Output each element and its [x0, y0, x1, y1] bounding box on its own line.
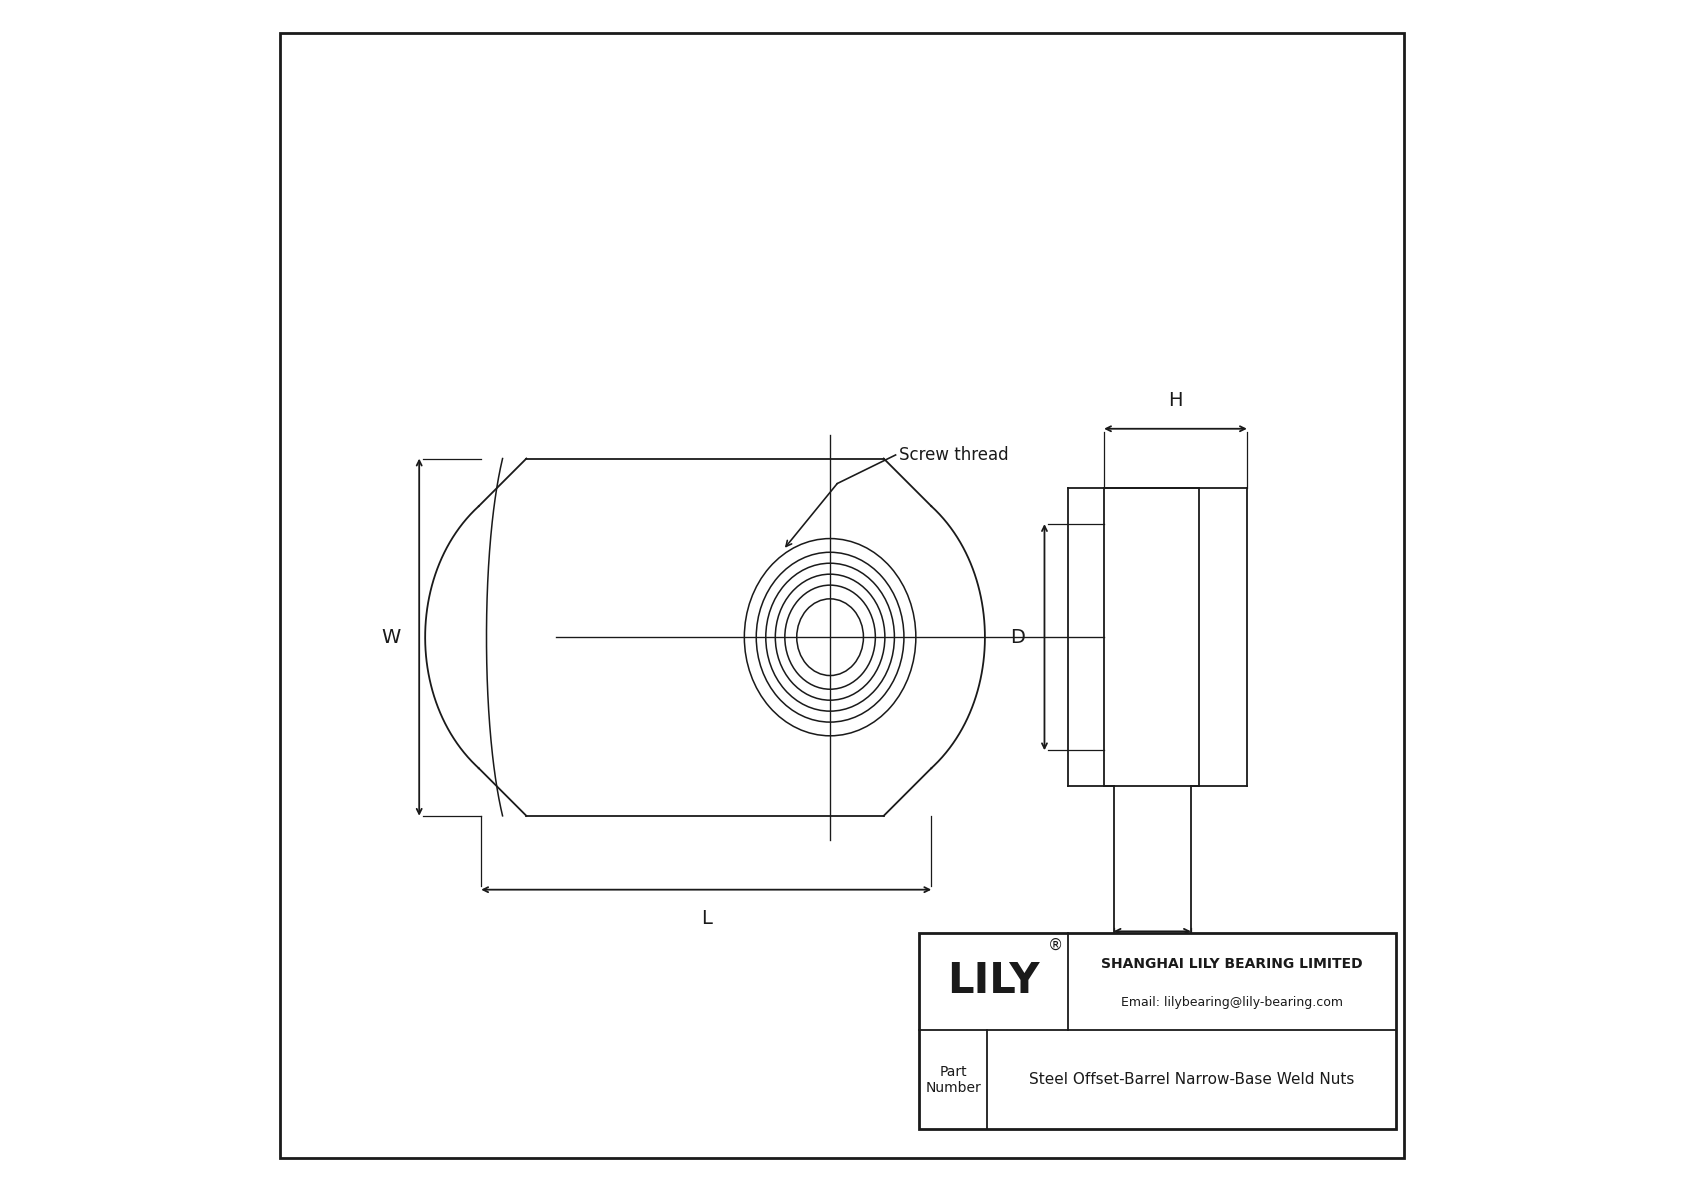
Text: LILY: LILY — [948, 960, 1041, 1003]
Text: ®: ® — [1047, 939, 1063, 953]
Text: L: L — [701, 909, 712, 928]
Bar — [919, 933, 1396, 1129]
Text: Part
Number: Part Number — [926, 1065, 982, 1095]
Text: Email: lilybearing@lily-bearing.com: Email: lilybearing@lily-bearing.com — [1122, 997, 1344, 1009]
Text: SHANGHAI LILY BEARING LIMITED: SHANGHAI LILY BEARING LIMITED — [1101, 956, 1362, 971]
Text: Screw thread: Screw thread — [899, 445, 1009, 464]
Text: H: H — [1169, 391, 1182, 410]
Text: Steel Offset-Barrel Narrow-Base Weld Nuts: Steel Offset-Barrel Narrow-Base Weld Nut… — [1029, 1072, 1354, 1087]
Text: D: D — [1010, 628, 1026, 647]
Text: T: T — [1147, 950, 1159, 969]
Text: W: W — [381, 628, 401, 647]
